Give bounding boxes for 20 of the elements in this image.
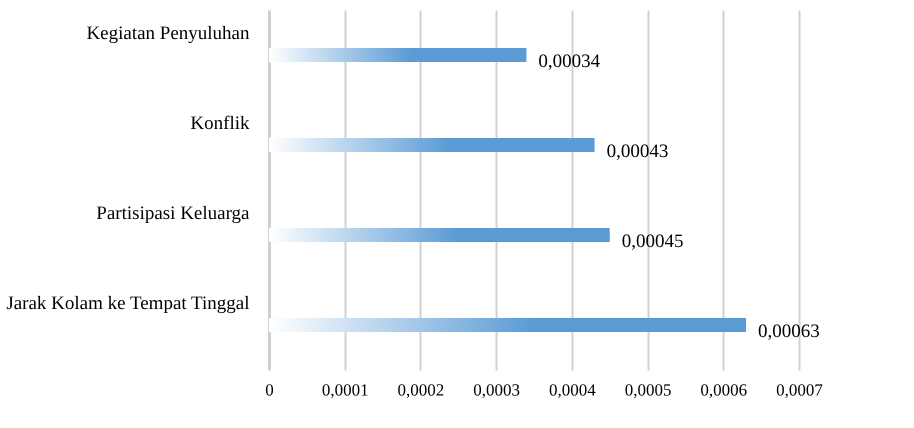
data-label: 0,00045 [622,231,684,252]
y-tick-label: Partisipasi Keluarga [96,203,250,224]
x-tick-label: 0,0003 [473,380,520,400]
x-tick-label: 0,0001 [322,380,369,400]
bar [269,228,610,242]
x-tick-label: 0,0007 [776,380,824,400]
x-tick-label: 0 [265,380,274,400]
bar [269,48,526,62]
x-tick-label: 0,0005 [624,380,672,400]
data-label: 0,00043 [606,141,668,162]
x-tick-label: 0,0006 [700,380,748,400]
x-tick-label: 0,0002 [398,380,444,400]
bar [269,138,595,152]
data-label: 0,00063 [758,321,820,342]
y-tick-label: Jarak Kolam ke Tempat Tinggal [6,293,250,314]
bar [269,318,746,332]
y-tick-label: Kegiatan Penyuluhan [86,23,250,44]
data-label: 0,00034 [538,51,601,72]
x-tick-label: 0,0004 [548,380,596,400]
y-tick-label: Konflik [190,113,250,134]
